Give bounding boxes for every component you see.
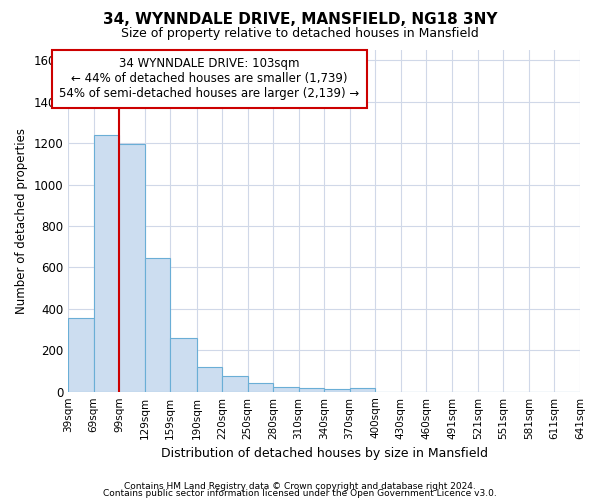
Text: Contains HM Land Registry data © Crown copyright and database right 2024.: Contains HM Land Registry data © Crown c… [124,482,476,491]
Bar [299,388,324,392]
Y-axis label: Number of detached properties: Number of detached properties [15,128,28,314]
Bar [350,388,375,392]
Bar [222,376,248,392]
Text: 34 WYNNDALE DRIVE: 103sqm
← 44% of detached houses are smaller (1,739)
54% of se: 34 WYNNDALE DRIVE: 103sqm ← 44% of detac… [59,58,359,100]
Bar [119,144,145,392]
Bar [273,386,299,392]
Text: Size of property relative to detached houses in Mansfield: Size of property relative to detached ho… [121,28,479,40]
Text: Contains public sector information licensed under the Open Government Licence v3: Contains public sector information licen… [103,488,497,498]
Bar [197,367,222,392]
Bar [145,258,170,392]
Bar [94,135,119,392]
X-axis label: Distribution of detached houses by size in Mansfield: Distribution of detached houses by size … [161,447,488,460]
Bar [68,318,94,392]
Bar [248,384,273,392]
Text: 34, WYNNDALE DRIVE, MANSFIELD, NG18 3NY: 34, WYNNDALE DRIVE, MANSFIELD, NG18 3NY [103,12,497,28]
Bar [324,388,350,392]
Bar [170,338,197,392]
